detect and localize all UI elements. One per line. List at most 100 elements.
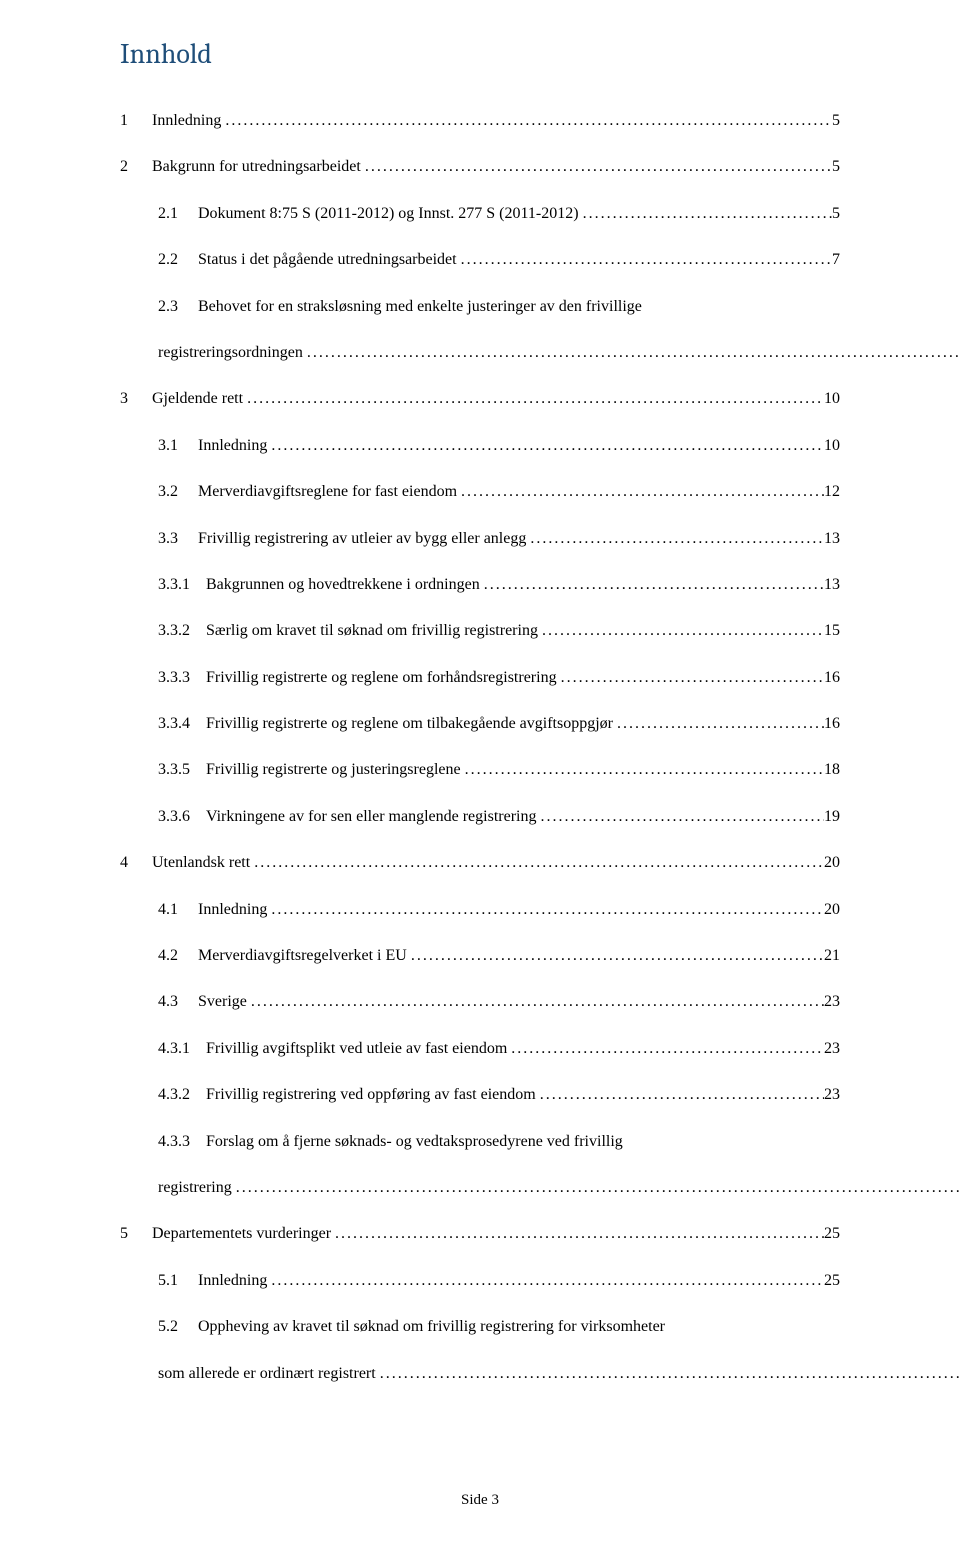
toc-entry: 4 Utenlandsk rett.......................… xyxy=(120,852,840,874)
toc-leader: ........................................… xyxy=(250,852,824,874)
toc-entry: 3.3 Frivillig registrering av utleier av… xyxy=(120,528,840,550)
toc-entry-title: Innledning xyxy=(198,899,267,921)
toc-entry-title: Frivillig registrerte og justeringsregle… xyxy=(206,759,461,781)
toc-entry-page: 16 xyxy=(824,667,840,689)
toc-entry: 2.3 Behovet for en straksløsning med enk… xyxy=(120,296,840,365)
toc-heading: Innhold xyxy=(120,38,840,70)
toc-leader: ........................................… xyxy=(221,110,832,132)
toc-entry: 5.2 Oppheving av kravet til søknad om fr… xyxy=(120,1316,840,1385)
toc-entry-title: Bakgrunnen og hovedtrekkene i ordningen xyxy=(206,574,480,596)
toc-entry-title: Innledning xyxy=(152,110,221,132)
toc-leader: ........................................… xyxy=(457,481,824,503)
toc-entry: 3.3.2 Særlig om kravet til søknad om fri… xyxy=(120,620,840,642)
toc-entry: 4.3.3 Forslag om å fjerne søknads- og ve… xyxy=(120,1131,840,1200)
toc-entry-number: 4.3.2 xyxy=(158,1084,190,1106)
toc-entry: 4.3.2 Frivillig registrering ved oppføri… xyxy=(120,1084,840,1106)
toc-entry: 1 Innledning............................… xyxy=(120,110,840,132)
toc-leader: ........................................… xyxy=(557,667,824,689)
toc-entry-number: 1 xyxy=(120,110,128,132)
document-page: Innhold 1 Innledning....................… xyxy=(0,0,960,1559)
toc-entry: 5 Departementets vurderinger............… xyxy=(120,1223,840,1245)
table-of-contents: 1 Innledning............................… xyxy=(120,110,840,1385)
toc-entry-number: 5 xyxy=(120,1223,128,1245)
toc-leader: ........................................… xyxy=(361,156,832,178)
toc-entry-title: Frivillig registrerte og reglene om tilb… xyxy=(206,713,613,735)
toc-entry: 5.1 Innledning..........................… xyxy=(120,1270,840,1292)
toc-entry-page: 10 xyxy=(824,435,840,457)
toc-entry-page: 25 xyxy=(824,1270,840,1292)
toc-entry-number: 2.2 xyxy=(158,249,178,271)
toc-entry-page: 16 xyxy=(824,713,840,735)
toc-entry-page: 19 xyxy=(824,806,840,828)
toc-entry-number: 2.1 xyxy=(158,203,178,225)
toc-entry-page: 21 xyxy=(824,945,840,967)
toc-entry-page: 20 xyxy=(824,852,840,874)
toc-entry-page: 15 xyxy=(824,620,840,642)
toc-entry-title: Merverdiavgiftsreglene for fast eiendom xyxy=(198,481,457,503)
toc-entry-page: 10 xyxy=(824,388,840,410)
toc-entry-page: 5 xyxy=(832,156,840,178)
toc-leader: ........................................… xyxy=(267,435,824,457)
toc-entry-title: Forslag om å fjerne søknads- og vedtaksp… xyxy=(206,1131,623,1153)
toc-leader: ........................................… xyxy=(613,713,824,735)
toc-entry-number: 3.3.6 xyxy=(158,806,190,828)
toc-entry-number: 3.3.4 xyxy=(158,713,190,735)
toc-leader: ........................................… xyxy=(267,899,824,921)
toc-leader: ........................................… xyxy=(376,1363,960,1385)
toc-entry: 2 Bakgrunn for utredningsarbeidet.......… xyxy=(120,156,840,178)
toc-entry: 3.3.1 Bakgrunnen og hovedtrekkene i ordn… xyxy=(120,574,840,596)
toc-leader: ........................................… xyxy=(526,528,824,550)
toc-entry: 2.1 Dokument 8:75 S (2011-2012) og Innst… xyxy=(120,203,840,225)
toc-entry-page: 18 xyxy=(824,759,840,781)
toc-entry-page: 20 xyxy=(824,899,840,921)
toc-leader: ........................................… xyxy=(579,203,832,225)
toc-leader: ........................................… xyxy=(536,1084,824,1106)
toc-entry-page: 23 xyxy=(824,1038,840,1060)
toc-entry-number: 3.3.1 xyxy=(158,574,190,596)
toc-entry-title: Utenlandsk rett xyxy=(152,852,250,874)
toc-entry-title: Behovet for en straksløsning med enkelte… xyxy=(198,296,642,318)
toc-entry-number: 3.3 xyxy=(158,528,178,550)
toc-leader: ........................................… xyxy=(461,759,824,781)
toc-leader: ........................................… xyxy=(480,574,824,596)
toc-entry-title-cont: registrering xyxy=(158,1177,232,1199)
toc-entry-title: Innledning xyxy=(198,1270,267,1292)
toc-entry-number: 5.1 xyxy=(158,1270,178,1292)
toc-leader: ........................................… xyxy=(243,388,824,410)
toc-entry-page: 7 xyxy=(832,249,840,271)
toc-entry-title: Departementets vurderinger xyxy=(152,1223,331,1245)
toc-entry: 3.3.6 Virkningene av for sen eller mangl… xyxy=(120,806,840,828)
toc-leader: ........................................… xyxy=(232,1177,960,1199)
toc-leader: ........................................… xyxy=(303,342,960,364)
toc-leader: ........................................… xyxy=(538,620,824,642)
toc-entry-number: 2.3 xyxy=(158,296,178,318)
toc-entry-number: 4.3 xyxy=(158,991,178,1013)
toc-entry-title: Sverige xyxy=(198,991,247,1013)
toc-entry-page: 23 xyxy=(824,1084,840,1106)
toc-entry-number: 2 xyxy=(120,156,128,178)
toc-entry-title: Innledning xyxy=(198,435,267,457)
toc-entry-title: Frivillig registrerte og reglene om forh… xyxy=(206,667,557,689)
toc-entry-page: 13 xyxy=(824,574,840,596)
toc-entry-number: 3.2 xyxy=(158,481,178,503)
toc-entry: 4.1 Innledning..........................… xyxy=(120,899,840,921)
toc-entry-number: 5.2 xyxy=(158,1316,178,1338)
toc-entry-number: 4.2 xyxy=(158,945,178,967)
toc-entry-number: 3.3.5 xyxy=(158,759,190,781)
page-footer: Side 3 xyxy=(0,1492,960,1509)
toc-leader: ........................................… xyxy=(267,1270,824,1292)
toc-entry: 4.2 Merverdiavgiftsregelverket i EU.....… xyxy=(120,945,840,967)
toc-entry-title: Bakgrunn for utredningsarbeidet xyxy=(152,156,361,178)
toc-entry-title-cont: som allerede er ordinært registrert xyxy=(158,1363,376,1385)
toc-entry-number: 4 xyxy=(120,852,128,874)
toc-entry-title: Frivillig avgiftsplikt ved utleie av fas… xyxy=(206,1038,507,1060)
toc-entry: 4.3 Sverige.............................… xyxy=(120,991,840,1013)
toc-entry-number: 4.3.3 xyxy=(158,1131,190,1153)
toc-entry-title: Oppheving av kravet til søknad om frivil… xyxy=(198,1316,665,1338)
toc-entry-number: 3.3.2 xyxy=(158,620,190,642)
toc-entry: 3.1 Innledning..........................… xyxy=(120,435,840,457)
toc-leader: ........................................… xyxy=(457,249,832,271)
toc-entry-number: 4.3.1 xyxy=(158,1038,190,1060)
toc-entry-number: 3 xyxy=(120,388,128,410)
toc-leader: ........................................… xyxy=(407,945,824,967)
